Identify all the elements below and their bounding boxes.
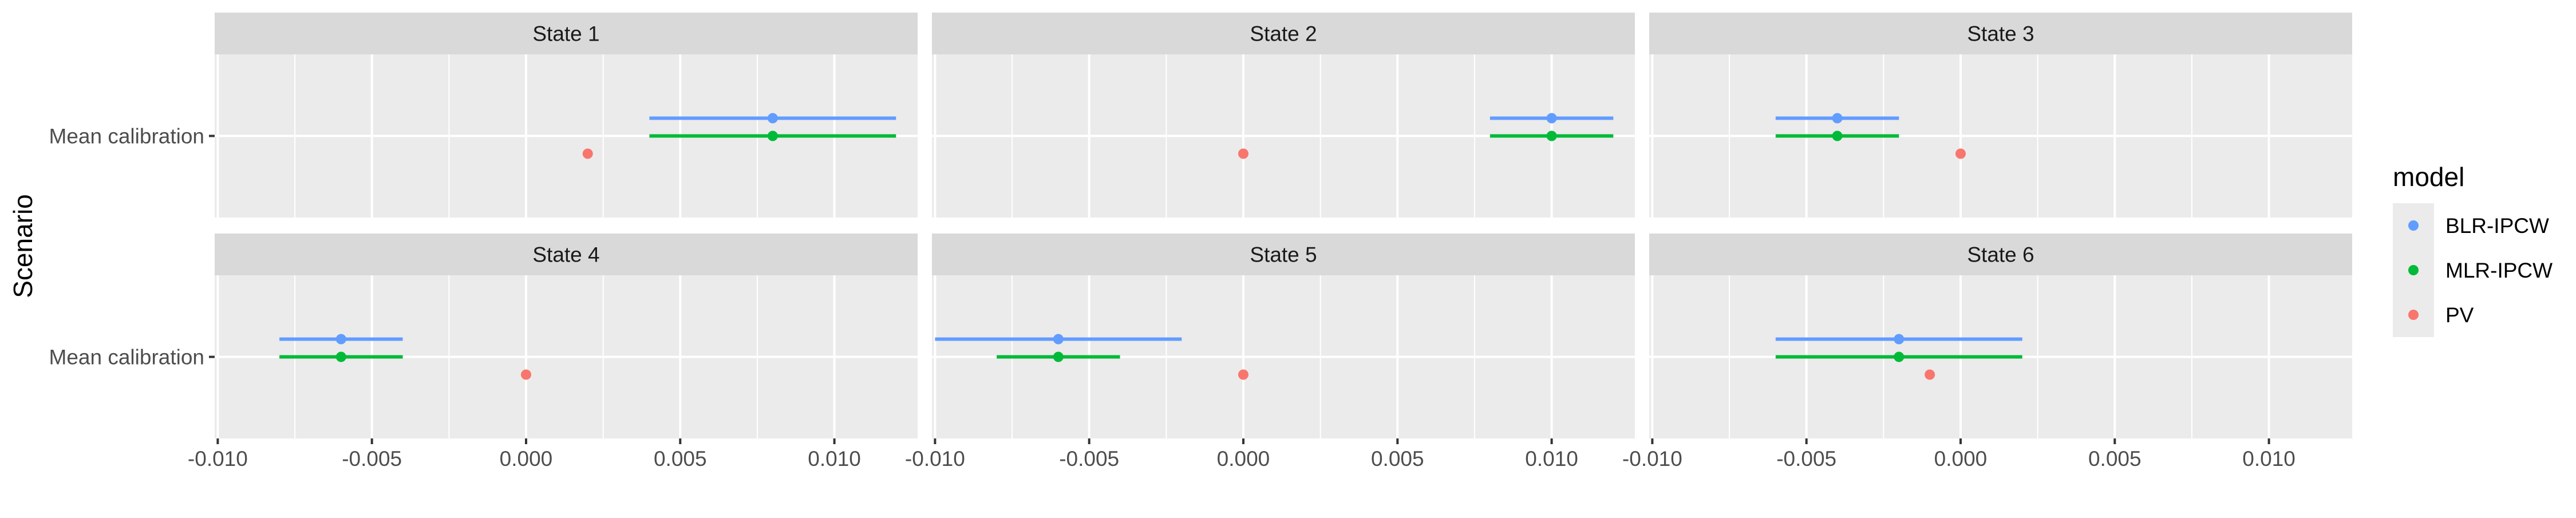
x-tick-label: 0.010 (2242, 447, 2296, 470)
x-tick-label: 0.000 (1934, 447, 1988, 470)
facet-strip-label: State 6 (1967, 243, 2034, 267)
facet-strip (1649, 234, 2352, 275)
x-tick-label: -0.005 (342, 447, 402, 470)
data-point (1546, 131, 1557, 141)
data-point (335, 351, 346, 362)
facet-strip (1649, 13, 2352, 54)
y-tick-label: Mean calibration (49, 125, 204, 148)
x-tick-label: 0.005 (654, 447, 707, 470)
facet-strip-label: State 5 (1250, 243, 1317, 267)
x-tick-label: -0.005 (1059, 447, 1119, 470)
facet-strip (215, 13, 918, 54)
x-tick-label: -0.005 (1776, 447, 1836, 470)
legend-label: BLR-IPCW (2445, 214, 2549, 238)
x-tick-label: -0.010 (1622, 447, 1682, 470)
x-tick-label: 0.005 (1371, 447, 1424, 470)
data-point (767, 131, 778, 141)
data-point (1238, 148, 1249, 159)
x-tick-label: 0.000 (500, 447, 553, 470)
x-tick-label: -0.010 (188, 447, 248, 470)
data-point (520, 369, 531, 380)
facet-strip (932, 13, 1635, 54)
legend-key-point (2408, 220, 2419, 231)
legend-key-point (2408, 265, 2419, 275)
x-tick-label: 0.010 (808, 447, 861, 470)
data-point (767, 113, 778, 124)
data-point (582, 148, 593, 159)
x-tick-label: 0.000 (1217, 447, 1270, 470)
facet-panel: State 6 -0.010 -0.005 0.000 0.005 0.010 (1622, 234, 2352, 470)
data-point (1955, 148, 1966, 159)
data-point (1053, 334, 1064, 345)
data-point (1832, 131, 1843, 141)
facet-panel: State 1 Mean calibration (49, 13, 918, 218)
y-tick-label: Mean calibration (49, 346, 204, 369)
facet-strip-label: State 3 (1967, 22, 2034, 46)
y-axis-title: Scenario (8, 194, 38, 298)
facet-strip (215, 234, 918, 275)
legend-label: MLR-IPCW (2445, 259, 2553, 282)
legend-key-point (2408, 310, 2419, 320)
data-point (1053, 351, 1064, 362)
facet-panel: State 4 Mean calibration -0.010 -0.005 0.000… (49, 234, 918, 470)
x-tick-label: -0.010 (905, 447, 965, 470)
facet-strip (932, 234, 1635, 275)
facet-strip-label: State 4 (532, 243, 599, 267)
facet-panel: State 5 -0.010 -0.005 0.000 0.005 0.010 (905, 234, 1635, 470)
legend-title: model (2393, 162, 2464, 192)
x-tick-label: 0.005 (2088, 447, 2142, 470)
facet-panel: State 2 (932, 13, 1635, 218)
data-point (1894, 351, 1905, 362)
data-point (1238, 369, 1249, 380)
data-point (1925, 369, 1935, 380)
data-point (1894, 334, 1905, 345)
data-point (1546, 113, 1557, 124)
data-point (1832, 113, 1843, 124)
facet-strip-label: State 1 (532, 22, 599, 46)
facet-strip-label: State 2 (1250, 22, 1317, 46)
facet-panel: State 3 (1649, 13, 2352, 218)
data-point (335, 334, 346, 345)
legend-label: PV (2445, 303, 2474, 327)
x-tick-label: 0.010 (1525, 447, 1578, 470)
